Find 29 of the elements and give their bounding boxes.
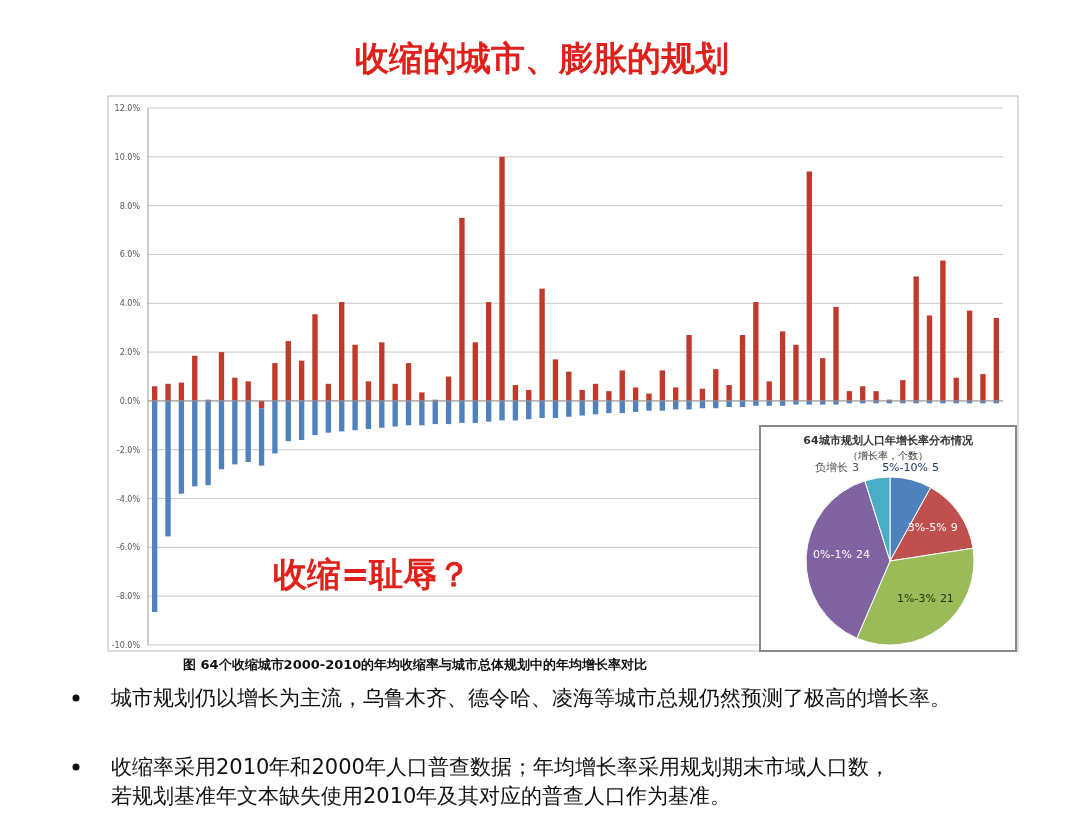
data-label: 21 (939, 592, 954, 606)
text: 收缩率采用2010年和2000年人口普查数据；年均增长率采用规划期末市域人口数，若规划基准年文本缺失使用2010年及其对应的普查人口作为基准。 (111, 755, 890, 808)
y-tick-label: 2.0% (119, 348, 141, 358)
caption: 图 64个收缩城市2000-2010的年均收缩率与城市总体规划中的年均增长率对比 (183, 657, 648, 672)
slice-label: 负增长 (815, 461, 848, 474)
chart-title: 64城市规划人口年增长率分布情况 (803, 434, 974, 447)
y-tick-label: 0.0% (119, 396, 141, 406)
y-tick-label: 8.0% (119, 201, 141, 211)
y-tick-label: -10.0% (111, 641, 141, 650)
slice-label: 0%-1% (813, 548, 852, 562)
slice-label: 3%-5% (907, 521, 947, 535)
data-label: 24 (855, 548, 870, 562)
y-tick-label: 10.0% (114, 152, 141, 162)
data-label: 3 (852, 461, 859, 474)
y-tick-label: 12.0% (114, 104, 141, 113)
chart-title: 收缩的城市、膨胀的规划 (354, 38, 729, 78)
slice-label: 5%-10% (882, 461, 928, 474)
y-tick-label: -2.0% (116, 445, 141, 455)
y-tick-label: -6.0% (116, 543, 141, 553)
y-tick-label: -4.0% (116, 494, 141, 504)
slice-label: 1%-3% (897, 592, 936, 606)
y-tick-label: -8.0% (116, 592, 141, 602)
data-label: 5 (932, 461, 939, 474)
data-label: 9 (950, 521, 958, 535)
y-tick-label: 4.0% (119, 299, 141, 309)
annotation: 收缩=耻辱？ (273, 554, 472, 594)
chart-subtitle: （增长率，个数） (848, 450, 928, 461)
y-tick-label: 6.0% (119, 250, 141, 260)
text: 城市规划仍以增长为主流，乌鲁木齐、德令哈、凌海等城市总规仍然预测了极高的增长率。 (110, 686, 951, 710)
